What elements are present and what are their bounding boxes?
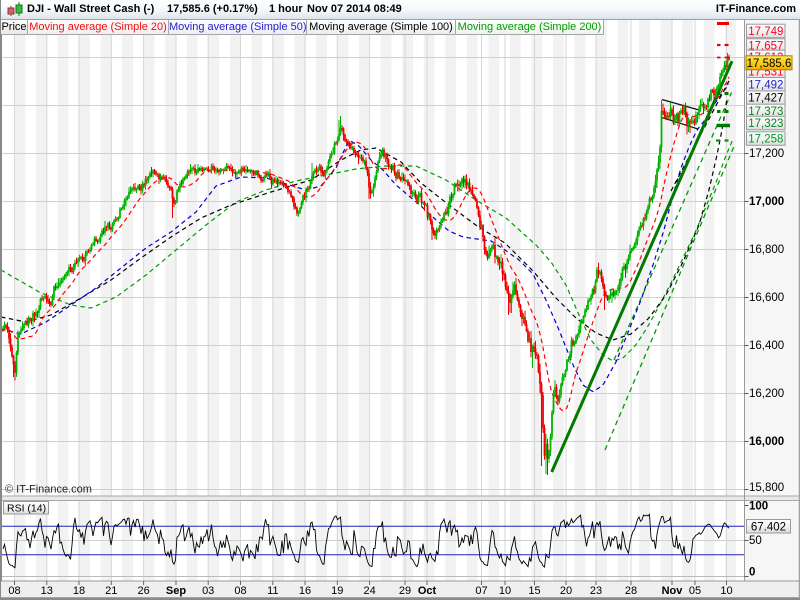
svg-text:Sep: Sep	[166, 585, 186, 597]
svg-text:15,800: 15,800	[749, 482, 784, 494]
svg-text:26: 26	[137, 585, 149, 597]
svg-text:16: 16	[299, 585, 311, 597]
svg-text:08: 08	[8, 585, 20, 597]
svg-text:17,427: 17,427	[748, 93, 783, 105]
svg-text:17,657: 17,657	[748, 41, 783, 53]
svg-text:© IT-Finance.com: © IT-Finance.com	[5, 484, 92, 496]
svg-text:17,258: 17,258	[748, 134, 783, 146]
svg-text:19: 19	[331, 585, 343, 597]
svg-text:67.402: 67.402	[751, 521, 786, 533]
svg-text:18: 18	[73, 585, 85, 597]
svg-text:29: 29	[399, 585, 411, 597]
svg-text:0: 0	[749, 567, 755, 579]
svg-text:07: 07	[475, 585, 487, 597]
svg-text:28: 28	[625, 585, 637, 597]
svg-text:20: 20	[560, 585, 572, 597]
svg-text:24: 24	[363, 585, 375, 597]
svg-text:23: 23	[590, 585, 602, 597]
svg-text:17,749: 17,749	[748, 26, 783, 38]
svg-text:16,200: 16,200	[749, 388, 784, 400]
svg-text:16,400: 16,400	[749, 340, 784, 352]
svg-text:17,000: 17,000	[749, 196, 784, 208]
svg-text:11: 11	[267, 585, 278, 597]
svg-text:RSI (14): RSI (14)	[7, 503, 46, 515]
svg-text:13: 13	[41, 585, 53, 597]
svg-text:16,600: 16,600	[749, 292, 784, 304]
svg-text:17,585.6: 17,585.6	[747, 58, 792, 70]
svg-text:05: 05	[689, 585, 701, 597]
svg-text:Nov: Nov	[662, 585, 684, 597]
svg-text:10: 10	[720, 585, 732, 597]
svg-text:15: 15	[528, 585, 540, 597]
svg-text:03: 03	[202, 585, 214, 597]
svg-text:50: 50	[749, 535, 762, 547]
svg-text:17,492: 17,492	[748, 79, 783, 91]
svg-text:16,800: 16,800	[749, 244, 784, 256]
svg-text:16,000: 16,000	[749, 436, 784, 448]
svg-text:17,373: 17,373	[748, 106, 783, 118]
svg-text:17,200: 17,200	[749, 148, 784, 160]
svg-text:10: 10	[499, 585, 511, 597]
svg-text:08: 08	[234, 585, 246, 597]
svg-text:21: 21	[105, 585, 117, 597]
svg-text:17,323: 17,323	[748, 118, 783, 130]
svg-text:100: 100	[749, 501, 768, 513]
svg-text:Oct: Oct	[418, 585, 437, 597]
